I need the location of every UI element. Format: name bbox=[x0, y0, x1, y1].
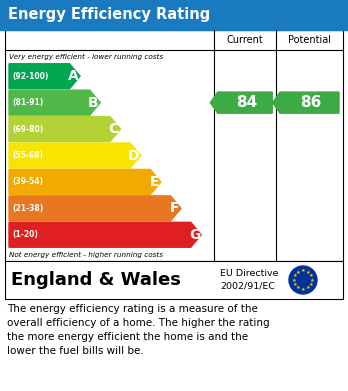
Text: ★: ★ bbox=[296, 270, 301, 274]
Text: (21-38): (21-38) bbox=[12, 204, 43, 213]
Text: Potential: Potential bbox=[288, 35, 331, 45]
Text: (69-80): (69-80) bbox=[12, 125, 43, 134]
Text: 84: 84 bbox=[236, 95, 257, 110]
Text: ★: ★ bbox=[301, 268, 306, 273]
Text: E: E bbox=[149, 175, 159, 189]
Polygon shape bbox=[9, 196, 181, 221]
Text: ★: ★ bbox=[305, 285, 310, 291]
Text: ★: ★ bbox=[293, 273, 298, 278]
Text: Energy Efficiency Rating: Energy Efficiency Rating bbox=[8, 7, 210, 23]
Text: (92-100): (92-100) bbox=[12, 72, 48, 81]
Polygon shape bbox=[9, 143, 141, 168]
Text: ★: ★ bbox=[309, 282, 313, 287]
Polygon shape bbox=[9, 222, 201, 247]
Text: B: B bbox=[88, 96, 99, 109]
Text: D: D bbox=[128, 149, 140, 163]
Text: (39-54): (39-54) bbox=[12, 178, 43, 187]
Text: ★: ★ bbox=[296, 285, 301, 291]
Text: EU Directive: EU Directive bbox=[220, 269, 278, 278]
Text: ★: ★ bbox=[293, 282, 298, 287]
Text: 86: 86 bbox=[300, 95, 322, 110]
Text: (1-20): (1-20) bbox=[12, 230, 38, 239]
Text: 2002/91/EC: 2002/91/EC bbox=[220, 282, 275, 291]
Text: ★: ★ bbox=[292, 278, 296, 283]
Polygon shape bbox=[9, 64, 80, 89]
Text: ★: ★ bbox=[301, 287, 306, 292]
Polygon shape bbox=[272, 92, 339, 113]
Polygon shape bbox=[9, 117, 120, 142]
Text: Not energy efficient - higher running costs: Not energy efficient - higher running co… bbox=[9, 251, 163, 258]
Bar bbox=[5, 30, 343, 261]
Text: F: F bbox=[169, 201, 179, 215]
Text: C: C bbox=[109, 122, 119, 136]
Bar bbox=[0, 0, 348, 30]
Text: ★: ★ bbox=[305, 270, 310, 274]
Text: (81-91): (81-91) bbox=[12, 98, 43, 107]
Text: A: A bbox=[68, 69, 79, 83]
Text: G: G bbox=[189, 228, 200, 242]
Polygon shape bbox=[210, 92, 272, 113]
Text: ★: ★ bbox=[310, 278, 315, 283]
Bar bbox=[5, 261, 343, 299]
Text: Current: Current bbox=[227, 35, 263, 45]
Text: England & Wales: England & Wales bbox=[11, 271, 181, 289]
Polygon shape bbox=[9, 90, 100, 115]
Text: ★: ★ bbox=[309, 273, 313, 278]
Text: The energy efficiency rating is a measure of the
overall efficiency of a home. T: The energy efficiency rating is a measur… bbox=[7, 304, 270, 356]
Circle shape bbox=[289, 266, 317, 294]
Text: Very energy efficient - lower running costs: Very energy efficient - lower running co… bbox=[9, 54, 163, 59]
Text: (55-68): (55-68) bbox=[12, 151, 43, 160]
Polygon shape bbox=[9, 169, 161, 194]
